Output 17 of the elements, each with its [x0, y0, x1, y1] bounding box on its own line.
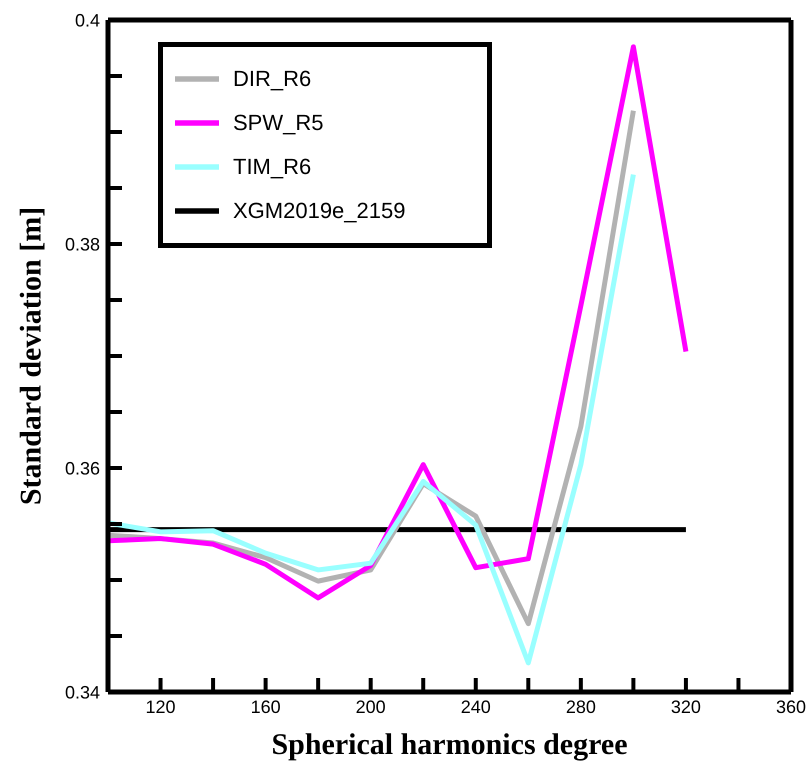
legend-label: TIM_R6 — [233, 154, 312, 179]
y-tick-label: 0.38 — [64, 234, 100, 254]
x-tick-label: 360 — [776, 696, 806, 717]
legend-label: SPW_R5 — [233, 110, 324, 135]
x-tick-label: 240 — [460, 696, 491, 717]
x-tick-label: 160 — [250, 696, 281, 717]
y-axis-title: Standard deviation [m] — [14, 206, 48, 506]
x-tick-label: 200 — [356, 696, 386, 717]
y-tick-label: 0.36 — [64, 458, 100, 478]
x-axis-title: Spherical harmonics degree — [271, 728, 628, 761]
legend-label: DIR_R6 — [233, 66, 312, 91]
y-tick-label: 0.34 — [64, 682, 100, 702]
x-tick-label: 320 — [670, 696, 701, 717]
legend-label: XGM2019e_2159 — [233, 198, 406, 223]
x-tick-label: 280 — [566, 696, 596, 717]
y-tick-label: 0.4 — [74, 10, 100, 30]
x-tick-label: 120 — [146, 696, 176, 717]
